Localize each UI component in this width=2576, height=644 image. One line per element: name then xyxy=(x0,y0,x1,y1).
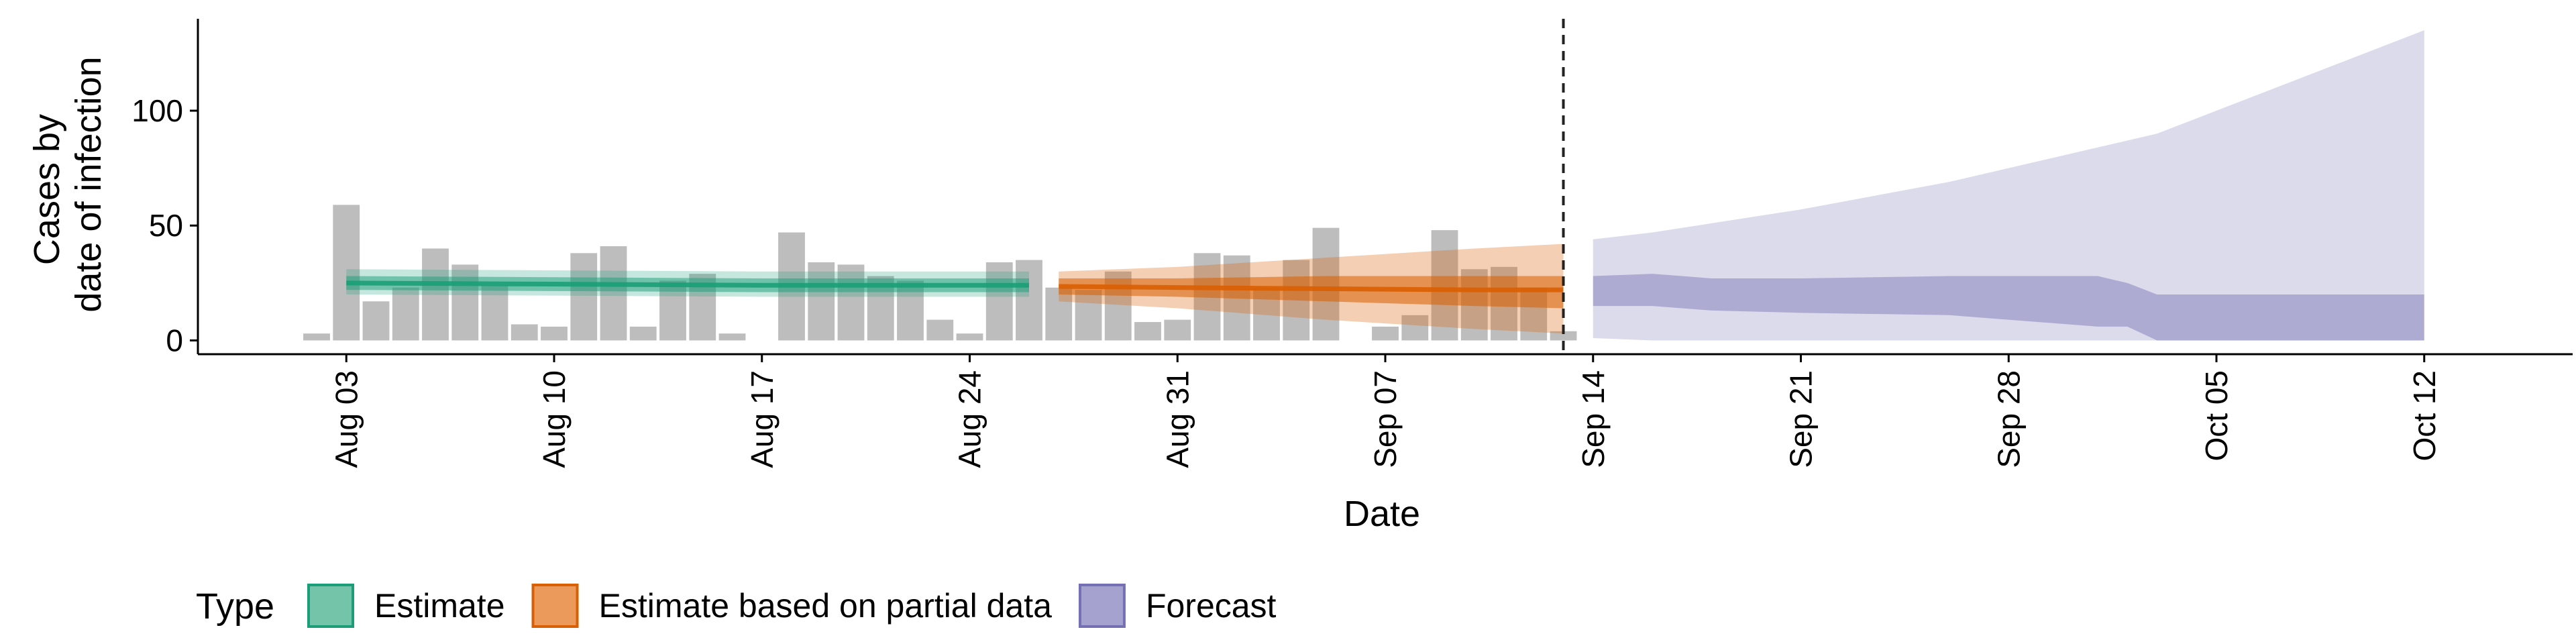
y-axis-title: Cases by date of infection xyxy=(27,56,109,312)
legend: Type Estimate Estimate based on partial d… xyxy=(196,584,1277,628)
case-bar xyxy=(392,287,419,341)
case-bar xyxy=(303,333,330,341)
case-bar xyxy=(1401,315,1429,341)
x-tick-label: Sep 07 xyxy=(1368,370,1403,468)
legend-label-estimate: Estimate xyxy=(374,587,505,625)
x-tick-label: Aug 10 xyxy=(537,370,572,468)
x-tick-label: Aug 03 xyxy=(329,370,364,468)
case-bar xyxy=(422,248,449,341)
axes: 0 50 100 Aug 03 Aug 10 Aug 17 Aug 24 Aug 31 Sep … xyxy=(131,19,2573,468)
case-bar xyxy=(808,262,835,341)
case-bar xyxy=(1164,319,1191,341)
legend-swatch-estimate-based-on-partial-data xyxy=(531,584,579,628)
case-bar xyxy=(333,205,360,341)
case-bar xyxy=(600,246,627,341)
y-axis-title-line-1: Cases by xyxy=(27,114,67,265)
case-bar xyxy=(956,333,983,341)
case-bar xyxy=(837,264,865,341)
forecast-outer-band xyxy=(1593,30,2424,341)
case-bar xyxy=(718,333,746,341)
case-bar xyxy=(985,262,1013,341)
estimate-median-line xyxy=(346,280,1029,288)
case-bar xyxy=(541,326,568,341)
case-bar xyxy=(481,285,508,341)
case-bar xyxy=(1372,326,1399,341)
x-tick-label: Oct 05 xyxy=(2199,370,2234,462)
case-bar xyxy=(1134,322,1161,341)
case-bar xyxy=(511,324,538,341)
case-bar xyxy=(362,301,390,341)
y-tick-label: 100 xyxy=(131,93,183,128)
x-tick-label: Aug 17 xyxy=(745,370,780,468)
x-tick-label: Sep 28 xyxy=(1991,370,2026,468)
x-tick-label: Sep 21 xyxy=(1784,370,1819,468)
case-bar xyxy=(926,319,954,341)
case-bar xyxy=(1075,290,1102,341)
x-tick-label: Aug 31 xyxy=(1160,370,1195,468)
x-tick-label: Sep 14 xyxy=(1576,370,1611,468)
legend-title: Type xyxy=(196,586,274,627)
legend-swatch-estimate xyxy=(307,584,354,628)
estimate-bands xyxy=(346,30,2424,341)
forecast-inner-band xyxy=(1593,274,2424,341)
legend-label-estimate-based-on-partial-data: Estimate based on partial data xyxy=(599,587,1053,625)
x-tick-label: Oct 12 xyxy=(2407,370,2442,462)
y-axis-title-line-2: date of infection xyxy=(68,56,109,312)
legend-label-forecast: Forecast xyxy=(1146,587,1277,625)
x-axis-title: Date xyxy=(1344,494,1420,534)
x-tick-label: Aug 24 xyxy=(953,370,987,468)
estimate-based-on-partial-data-inner-band xyxy=(1059,276,1564,309)
y-tick-label: 0 xyxy=(166,323,183,358)
case-bar xyxy=(1016,260,1042,341)
y-tick-label: 50 xyxy=(149,208,183,243)
case-bar xyxy=(629,326,657,341)
estimate-based-on-partial-data-median-line xyxy=(1059,284,1564,292)
case-bar xyxy=(1550,331,1577,341)
case-bar xyxy=(1045,287,1073,341)
legend-swatch-forecast xyxy=(1078,584,1126,628)
case-bar xyxy=(570,253,598,341)
